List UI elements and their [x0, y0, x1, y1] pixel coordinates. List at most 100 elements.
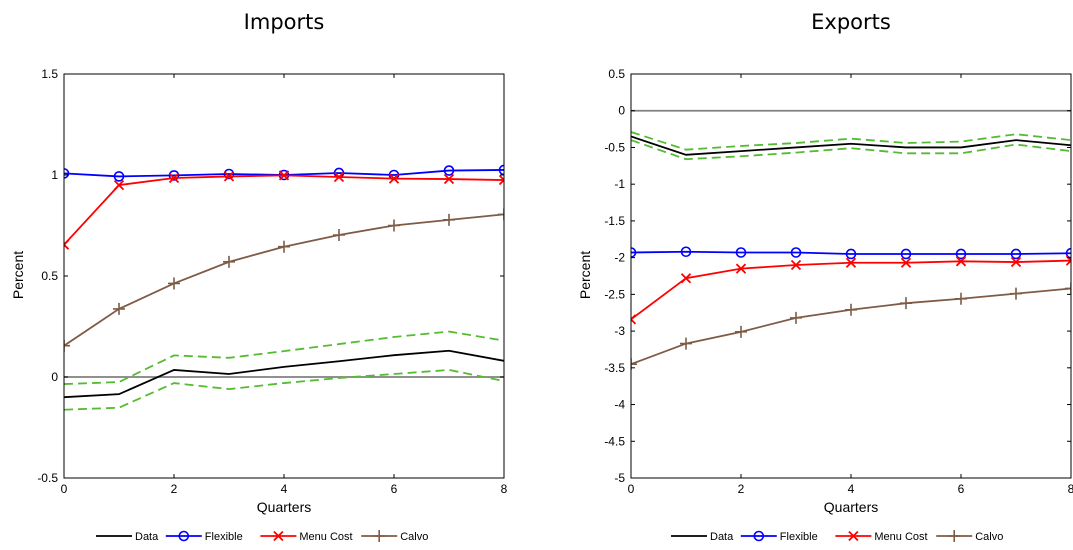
exports-ylabel: Percent [577, 251, 593, 299]
imports-flexible-point [64, 168, 70, 179]
exports-ytick-label: -1.5 [604, 214, 625, 228]
imports-flexible-point [443, 165, 455, 176]
imports-calvo-point [168, 277, 180, 290]
exports-ytick-label: -1 [614, 177, 625, 191]
imports-xtick-label: 6 [391, 482, 398, 496]
imports-legend-label-flexible: Flexible [205, 531, 243, 543]
exports-flexible-point [845, 248, 857, 260]
exports-xlabel: Quarters [824, 499, 878, 515]
exports-ytick-label: -3.5 [604, 361, 625, 375]
imports-legend-item-menu-cost: Menu Cost [260, 530, 353, 543]
exports-menu-cost-point [790, 259, 802, 271]
exports-calvo-point [955, 292, 967, 305]
exports-legend-item-menu-cost: Menu Cost [835, 530, 928, 543]
imports-menu-cost-point [223, 171, 235, 182]
exports-plot-area [631, 109, 1071, 371]
imports-ytick-label: 1 [51, 168, 58, 182]
exports-flexible-point [1065, 247, 1071, 259]
imports-calvo-point [333, 228, 345, 241]
imports-flexible-point [498, 164, 504, 176]
imports-flexible-point [168, 170, 180, 181]
exports-calvo-point [1065, 282, 1071, 295]
imports-menu-cost-point [333, 171, 345, 183]
exports-panel: Exports Percent Quarters Data Flexible Men… [577, 10, 1073, 543]
imports-xtick-label: 8 [501, 482, 508, 496]
exports-ytick-label: -2.5 [604, 287, 625, 301]
exports-menu-cost-point [1010, 256, 1022, 268]
exports-ytick-label: -2 [614, 251, 625, 265]
imports-menu-cost-line [64, 174, 504, 246]
exports-ytick-label: -4.5 [604, 434, 625, 448]
imports-menu-cost-point [64, 239, 70, 250]
imports-legend-label-data: Data [135, 531, 159, 543]
exports-calvo-point [845, 303, 857, 316]
exports-menu-cost-point [955, 256, 967, 267]
exports-ytick-label: -4 [614, 398, 625, 412]
imports-menu-cost-point [388, 173, 400, 184]
exports-band-1 [631, 139, 1071, 161]
imports-calvo-point [278, 240, 290, 253]
imports-menu-cost-point [168, 172, 180, 184]
exports-legend-marker-calvo [948, 530, 961, 542]
exports-legend-item-data: Data [671, 531, 734, 543]
imports-band-1 [64, 369, 504, 411]
exports-calvo-point [790, 311, 802, 324]
imports-legend-item-calvo: Calvo [361, 530, 428, 543]
exports-flexible-line [631, 250, 1071, 255]
imports-ytick-label: 0.5 [41, 269, 58, 283]
imports-legend: Data Flexible Menu Cost Calvo [96, 530, 428, 543]
exports-menu-cost-point [735, 263, 747, 274]
exports-title: Exports [811, 10, 891, 34]
exports-xtick-label: 0 [628, 482, 635, 496]
exports-menu-cost-point [631, 314, 637, 325]
imports-calvo-line [64, 213, 504, 347]
imports-calvo-point [113, 302, 125, 315]
imports-calvo-point [64, 339, 70, 352]
imports-legend-marker-flexible [178, 530, 190, 542]
imports-xtick-label: 4 [281, 482, 288, 496]
exports-calvo-point [735, 325, 747, 338]
exports-legend-label-flexible: Flexible [780, 531, 818, 543]
exports-legend-label-menu-cost: Menu Cost [874, 531, 927, 543]
imports-ytick-label: -0.5 [37, 471, 58, 485]
imports-legend-label-calvo: Calvo [400, 531, 428, 543]
imports-panel: Imports Percent Quarters Data Flexible Men… [10, 10, 508, 543]
exports-calvo-point [900, 297, 912, 310]
exports-flexible-point [680, 246, 692, 258]
imports-legend-marker-menu-cost [273, 530, 284, 542]
imports-plot-area [64, 164, 504, 411]
imports-flexible-point [223, 168, 235, 180]
imports-axes-box [63, 73, 505, 479]
exports-xtick-label: 8 [1068, 482, 1073, 496]
exports-data-line [631, 135, 1071, 156]
imports-flexible-point [113, 171, 125, 182]
exports-ytick-label: -5 [614, 471, 625, 485]
exports-legend-label-data: Data [710, 531, 734, 543]
exports-menu-cost-point [900, 257, 912, 268]
exports-legend-marker-flexible [753, 530, 765, 542]
imports-calvo-point [443, 213, 455, 226]
exports-calvo-point [631, 358, 637, 371]
imports-menu-cost-point [498, 174, 504, 186]
exports-flexible-point [955, 248, 967, 260]
exports-calvo-point [1010, 287, 1022, 300]
exports-menu-cost-point [680, 273, 692, 284]
imports-ylabel: Percent [10, 251, 26, 299]
exports-flexible-point [900, 248, 912, 260]
exports-calvo-line [631, 287, 1071, 365]
exports-legend-item-flexible: Flexible [740, 530, 818, 543]
exports-legend: Data Flexible Menu Cost Calvo [671, 530, 1003, 543]
imports-legend-item-data: Data [96, 531, 159, 543]
imports-menu-cost-point [278, 170, 290, 181]
imports-ytick-label: 0 [51, 370, 58, 384]
imports-menu-cost-point [443, 173, 455, 185]
exports-calvo-point [680, 337, 692, 350]
imports-band-0 [64, 330, 504, 385]
imports-data-line [64, 349, 504, 399]
exports-xtick-label: 4 [848, 482, 855, 496]
imports-xtick-label: 2 [171, 482, 178, 496]
imports-menu-cost-point [113, 179, 125, 191]
exports-xtick-label: 2 [738, 482, 745, 496]
exports-legend-item-calvo: Calvo [936, 530, 1003, 543]
